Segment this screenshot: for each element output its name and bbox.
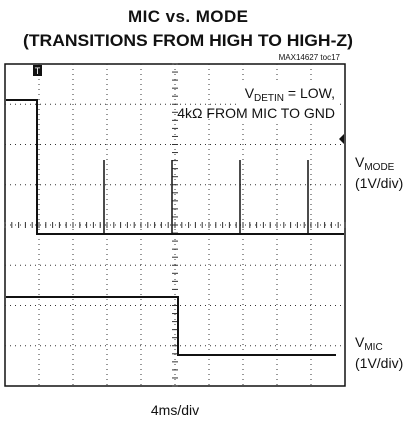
mode-trace	[6, 99, 344, 235]
mode-scale: (1V/div)	[355, 175, 403, 191]
annotation-bg	[238, 84, 338, 124]
title: MIC vs. MODE	[128, 7, 248, 26]
time-scale: 4ms/div	[151, 402, 199, 418]
screen: T VDETIN = LOW, 4kΩ FROM MIC TO GND	[4, 63, 346, 387]
svg-text:T: T	[35, 66, 41, 76]
level-marker	[339, 134, 344, 144]
mic-trace	[6, 296, 336, 356]
mode-label: VMODE	[355, 154, 395, 173]
annotation-line1: VDETIN = LOW,	[245, 85, 335, 104]
trigger-marker: T	[33, 65, 42, 76]
annotation-line2: 4kΩ FROM MIC TO GND	[177, 105, 335, 121]
mic-label: VMIC	[355, 334, 383, 353]
grid	[4, 63, 346, 387]
figure-id: MAX14627 toc17	[279, 53, 341, 62]
subtitle: (TRANSITIONS FROM HIGH TO HIGH-Z)	[23, 31, 353, 50]
mode-spikes	[103, 160, 309, 234]
mic-scale: (1V/div)	[355, 355, 403, 371]
